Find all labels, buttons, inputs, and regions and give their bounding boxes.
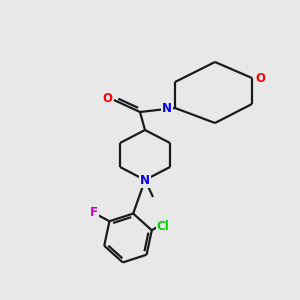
Text: O: O xyxy=(102,92,112,104)
Text: O: O xyxy=(255,71,265,85)
Text: N: N xyxy=(140,175,150,188)
Text: F: F xyxy=(90,206,98,219)
Text: N: N xyxy=(162,101,172,115)
Text: Cl: Cl xyxy=(157,220,169,233)
